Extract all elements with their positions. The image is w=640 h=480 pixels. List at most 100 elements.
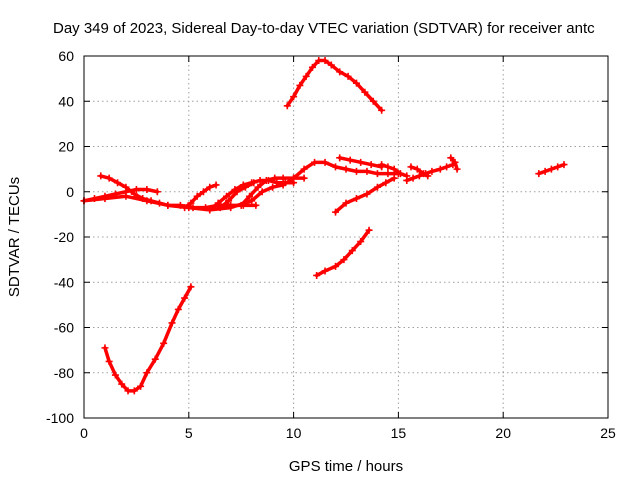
data-point-marker [396, 170, 404, 178]
data-series [535, 161, 568, 178]
data-point-marker [124, 387, 132, 395]
data-point-marker [390, 165, 398, 173]
data-point-marker [155, 199, 163, 207]
data-point-marker [384, 163, 392, 171]
data-point-marker [164, 201, 172, 209]
data-point-marker [352, 79, 360, 87]
data-point-marker [357, 158, 365, 166]
data-point-marker [101, 344, 109, 352]
data-point-marker [384, 170, 392, 178]
data-point-marker [560, 161, 568, 169]
data-point-marker [436, 165, 444, 173]
plot-frame [83, 55, 609, 419]
y-tick-label: 60 [58, 48, 74, 64]
data-point-marker [428, 167, 436, 175]
data-point-marker [212, 181, 220, 189]
data-point-marker [132, 185, 140, 193]
y-tick-label: 0 [66, 184, 74, 200]
data-point-marker [199, 188, 207, 196]
data-point-marker [139, 195, 147, 203]
data-point-marker [160, 339, 168, 347]
data-point-marker [415, 172, 423, 180]
y-tick-label: 20 [58, 139, 74, 155]
data-point-marker [151, 355, 159, 363]
data-point-marker [302, 72, 310, 80]
data-point-marker [453, 165, 461, 173]
chart-title: Day 349 of 2023, Sidereal Day-to-day VTE… [53, 20, 595, 37]
data-point-marker [346, 156, 354, 164]
data-point-marker [332, 262, 340, 270]
data-point-marker [143, 369, 151, 377]
data-series [283, 57, 386, 114]
data-point-marker [378, 106, 386, 114]
data-point-marker [327, 61, 335, 69]
data-point-marker [344, 72, 352, 80]
data-point-marker [273, 179, 281, 187]
y-tick-label: -100 [46, 410, 74, 426]
data-point-marker [447, 154, 455, 162]
data-point-marker [363, 167, 371, 175]
data-point-marker [283, 102, 291, 110]
data-point-marker [271, 174, 279, 182]
x-tick-label: 5 [185, 425, 193, 441]
data-point-marker [281, 179, 289, 187]
data-point-marker [105, 174, 113, 182]
data-point-marker [342, 199, 350, 207]
data-point-marker [535, 170, 543, 178]
x-tick-label: 15 [391, 425, 407, 441]
data-point-marker [137, 382, 145, 390]
tick-layer: 0 5 10 15 20 25 -100 -80 -60 -40 -20 0 20 40 60 [46, 48, 616, 441]
data-point-marker [111, 371, 119, 379]
data-point-marker [547, 165, 555, 173]
data-point-marker [336, 154, 344, 162]
data-point-marker [352, 167, 360, 175]
data-point-marker [315, 57, 323, 65]
data-point-marker [101, 192, 109, 200]
data-point-marker [248, 197, 256, 205]
data-point-marker [225, 197, 233, 205]
data-point-marker [332, 163, 340, 171]
data-point-marker [378, 161, 386, 169]
data-series [101, 283, 195, 395]
data-series [313, 226, 373, 279]
data-point-marker [424, 172, 432, 180]
data-point-marker [308, 63, 316, 71]
series-track [409, 165, 430, 178]
data-point-marker [269, 183, 277, 191]
data-point-marker [311, 158, 319, 166]
data-point-marker [390, 174, 398, 182]
data-point-marker [187, 199, 195, 207]
data-point-marker [361, 88, 369, 96]
y-tick-label: 40 [58, 93, 74, 109]
data-point-marker [111, 190, 119, 198]
x-axis-label: GPS time / hours [289, 458, 403, 475]
data-point-marker [153, 188, 161, 196]
data-point-marker [373, 183, 381, 191]
data-point-marker [168, 319, 176, 327]
data-point-marker [97, 172, 105, 180]
y-tick-label: -60 [54, 320, 74, 336]
data-point-marker [246, 192, 254, 200]
data-point-marker [332, 208, 340, 216]
data-series [80, 185, 161, 205]
data-series [378, 161, 411, 180]
y-tick-label: -20 [54, 229, 74, 245]
data-point-marker [189, 204, 197, 212]
data-point-marker [443, 163, 451, 171]
data-series [216, 179, 258, 212]
data-point-marker [227, 201, 235, 209]
data-point-marker [342, 165, 350, 173]
data-point-marker [262, 176, 270, 184]
data-point-marker [176, 201, 184, 209]
data-point-marker [365, 226, 373, 234]
series-track [103, 285, 193, 393]
data-point-marker [290, 93, 298, 101]
data-point-marker [357, 238, 365, 246]
marks-layer [80, 57, 568, 395]
data-point-marker [105, 357, 113, 365]
data-series [181, 181, 220, 212]
data-point-marker [114, 179, 122, 187]
data-point-marker [407, 163, 415, 171]
data-point-marker [187, 283, 195, 291]
